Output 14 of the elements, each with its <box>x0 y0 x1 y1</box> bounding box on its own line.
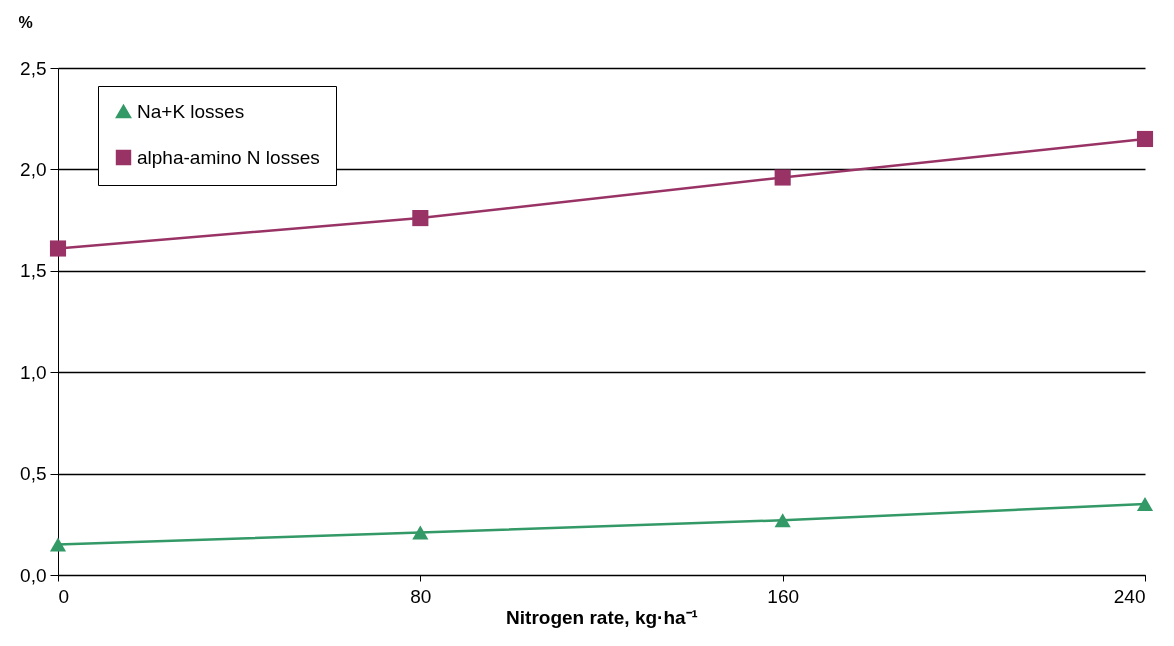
y-tick-label: 1,5 <box>20 260 47 282</box>
x-tick-label: 80 <box>410 585 432 607</box>
x-axis-title: Nitrogen rate, kg·ha⁻¹ <box>506 606 698 628</box>
x-tick-label: 160 <box>767 585 800 607</box>
y-tick-label: 2,0 <box>20 158 47 180</box>
legend-label: alpha-amino N losses <box>137 146 320 168</box>
y-axis-title: % <box>18 13 33 31</box>
x-tick-label: 0 <box>58 585 70 607</box>
x-tick-label: 240 <box>1113 585 1146 607</box>
y-tick-label: 1,0 <box>20 361 47 383</box>
y-tick-label: 2,5 <box>20 57 47 79</box>
y-tick-label: 0,0 <box>20 564 47 586</box>
legend-label: Na+K losses <box>137 100 245 122</box>
y-tick-label: 0,5 <box>20 463 47 485</box>
